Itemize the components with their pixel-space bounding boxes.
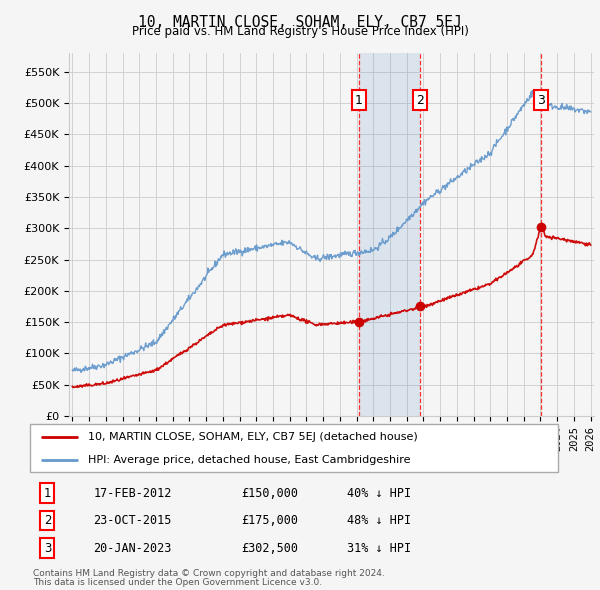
Text: 31% ↓ HPI: 31% ↓ HPI [347, 542, 411, 555]
Text: 3: 3 [538, 94, 545, 107]
Text: 3: 3 [44, 542, 51, 555]
Text: 17-FEB-2012: 17-FEB-2012 [94, 487, 172, 500]
Text: 1: 1 [44, 487, 51, 500]
Text: 1: 1 [355, 94, 362, 107]
Text: 20-JAN-2023: 20-JAN-2023 [94, 542, 172, 555]
Text: Price paid vs. HM Land Registry's House Price Index (HPI): Price paid vs. HM Land Registry's House … [131, 25, 469, 38]
Bar [359, 53, 420, 416]
Text: HPI: Average price, detached house, East Cambridgeshire: HPI: Average price, detached house, East… [88, 455, 410, 465]
FancyBboxPatch shape [30, 424, 558, 472]
Text: 48% ↓ HPI: 48% ↓ HPI [347, 514, 411, 527]
Text: £175,000: £175,000 [241, 514, 298, 527]
Text: £302,500: £302,500 [241, 542, 298, 555]
Text: 10, MARTIN CLOSE, SOHAM, ELY, CB7 5EJ (detached house): 10, MARTIN CLOSE, SOHAM, ELY, CB7 5EJ (d… [88, 432, 418, 442]
Text: 40% ↓ HPI: 40% ↓ HPI [347, 487, 411, 500]
Text: 10, MARTIN CLOSE, SOHAM, ELY, CB7 5EJ: 10, MARTIN CLOSE, SOHAM, ELY, CB7 5EJ [138, 15, 462, 30]
Text: Contains HM Land Registry data © Crown copyright and database right 2024.: Contains HM Land Registry data © Crown c… [33, 569, 385, 578]
Text: 2: 2 [416, 94, 424, 107]
Text: 23-OCT-2015: 23-OCT-2015 [94, 514, 172, 527]
Text: 2: 2 [44, 514, 51, 527]
Text: £150,000: £150,000 [241, 487, 298, 500]
Text: This data is licensed under the Open Government Licence v3.0.: This data is licensed under the Open Gov… [33, 578, 322, 587]
